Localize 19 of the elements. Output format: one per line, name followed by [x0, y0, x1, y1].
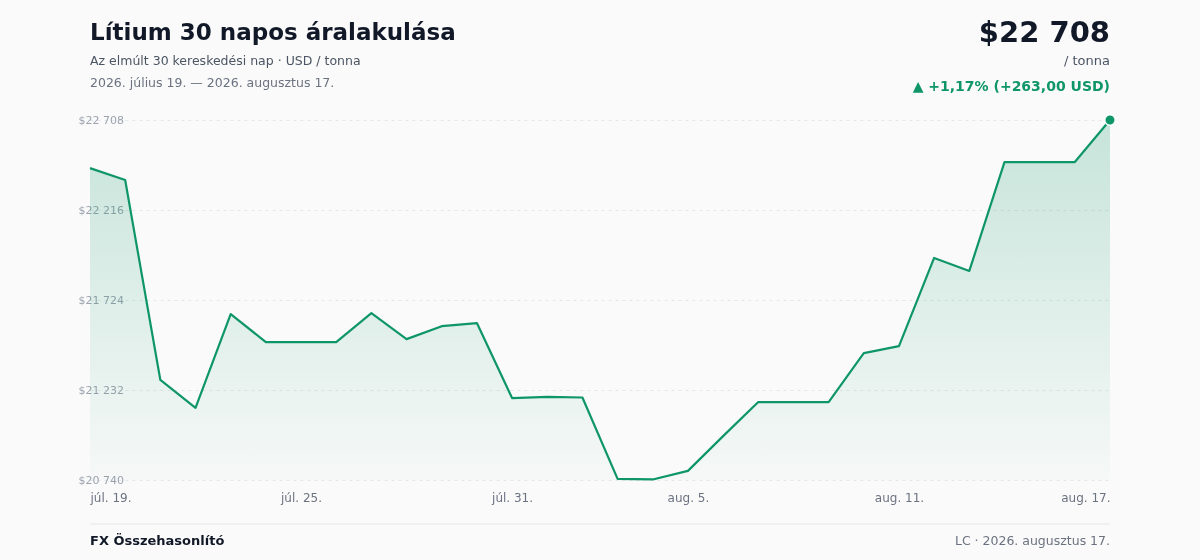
y-tick-label: $22 216: [78, 203, 124, 217]
text: / tonna: [1063, 53, 1110, 68]
y-tick-label: $21 724: [78, 293, 124, 307]
chart-subtitle: Az elmúlt 30 kereskedési nap · USD / tonna: [90, 53, 361, 68]
annotation: $22 708: [978, 15, 1110, 49]
x-tick-label: júl. 31.: [491, 490, 534, 505]
y-tick-label: $20 740: [78, 473, 124, 487]
y-tick-label: $22 708: [78, 113, 124, 127]
x-tick-label: aug. 17.: [1061, 490, 1111, 505]
x-tick-label: aug. 5.: [667, 490, 710, 505]
text: 2026. július 19. — 2026. augusztus 17.: [90, 75, 335, 90]
x-tick-label: júl. 25.: [280, 490, 323, 505]
text: ▲ +1,17% (+263,00 USD): [912, 78, 1110, 94]
x-tick-label: aug. 11.: [874, 490, 925, 505]
text: LC · 2026. augusztus 17.: [954, 533, 1110, 548]
x-tick-label: júl. 19.: [89, 490, 132, 505]
chart-title: Lítium 30 napos áralakulása: [90, 19, 456, 45]
y-tick-label: $21 232: [78, 383, 124, 397]
text: FX Összehasonlító: [90, 533, 225, 548]
